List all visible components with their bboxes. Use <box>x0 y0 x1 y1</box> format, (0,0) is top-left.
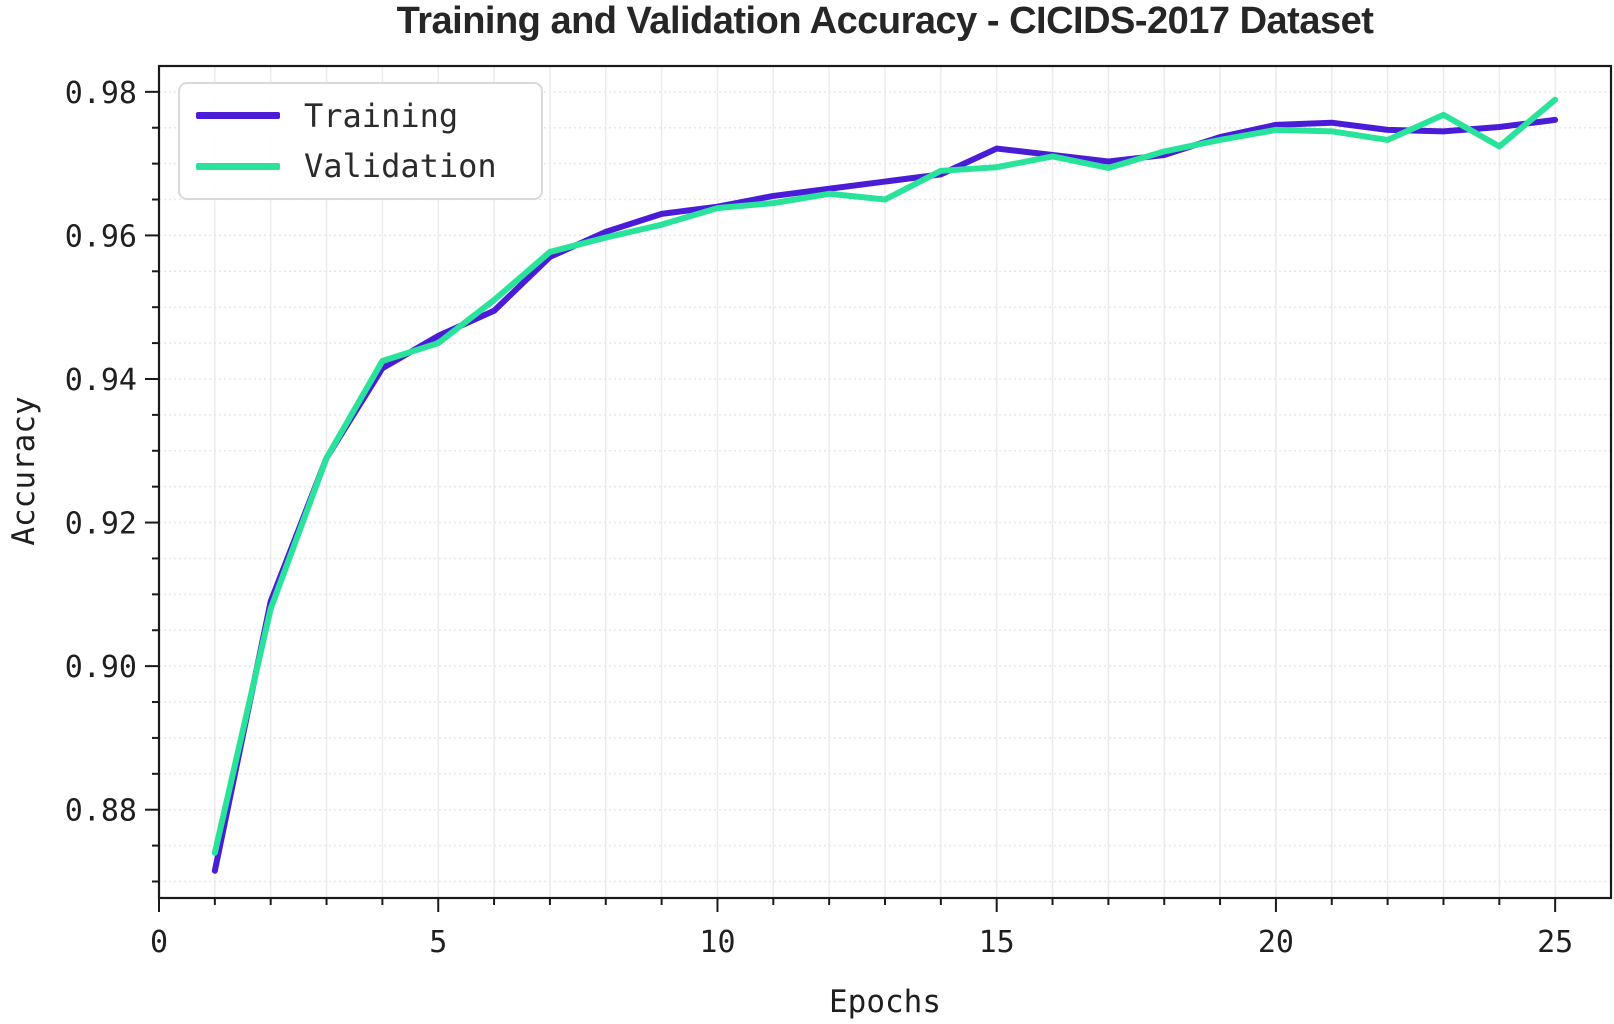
y-tick-label: 0.90 <box>65 650 137 685</box>
y-tick-label: 0.96 <box>65 219 137 254</box>
validation-line-swatch <box>196 162 280 170</box>
x-tick-label: 20 <box>1258 925 1294 960</box>
x-tick-label: 0 <box>150 925 168 960</box>
legend-item-training: Training <box>196 97 541 135</box>
x-axis-label: Epochs <box>829 984 941 1020</box>
legend-item-validation: Validation <box>196 147 541 185</box>
y-tick-label: 0.88 <box>65 794 137 829</box>
y-tick-label: 0.94 <box>65 363 137 398</box>
x-tick-label: 5 <box>429 925 447 960</box>
y-tick-label: 0.98 <box>65 76 137 111</box>
validation-legend-label: Validation <box>304 147 497 186</box>
y-tick-label: 0.92 <box>65 507 137 542</box>
training-legend-label: Training <box>304 96 459 135</box>
validation-line <box>211 96 1559 856</box>
y-axis-label: Accuracy <box>6 396 42 546</box>
chart-title: Training and Validation Accuracy - CICID… <box>396 0 1374 42</box>
x-tick-label: 15 <box>979 925 1015 960</box>
training-line <box>211 116 1559 874</box>
x-tick-label: 10 <box>699 925 735 960</box>
x-tick-label: 25 <box>1537 925 1573 960</box>
training-line-swatch <box>196 112 280 120</box>
legend: Training Validation <box>178 82 543 200</box>
